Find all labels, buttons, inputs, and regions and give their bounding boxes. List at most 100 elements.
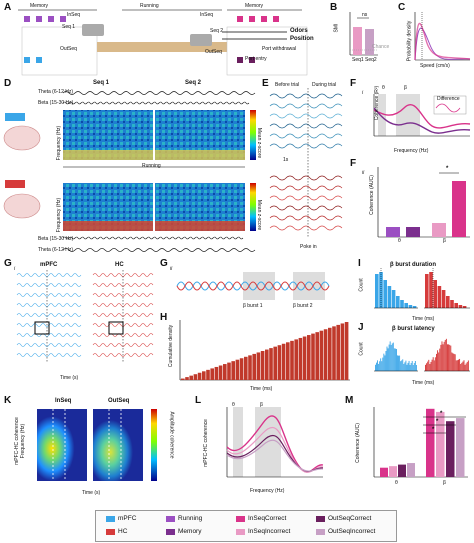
figure-legend: mPFC HC Running Memory InSeqCorrect InSe… xyxy=(95,510,397,542)
fi-beta: β xyxy=(404,85,407,91)
h-bar xyxy=(202,371,206,380)
j-bar-hc xyxy=(449,344,451,371)
panel-a-task-diagram xyxy=(18,9,308,76)
j-bar-mpfc xyxy=(399,355,401,371)
j-bar-hc xyxy=(429,363,431,371)
j-bar-mpfc xyxy=(404,362,406,371)
e-scale-top: 1s xyxy=(283,157,289,163)
j-bar-hc xyxy=(465,363,467,371)
l-curve-outseq-incorrect xyxy=(226,439,324,472)
panel-g-label: G xyxy=(4,258,12,269)
position-label: Position xyxy=(290,36,314,42)
i-bar-hc xyxy=(450,300,454,308)
h-bar xyxy=(260,351,265,380)
l-beta: β xyxy=(260,402,263,408)
l-ylabel: mPFC-HC coherence xyxy=(202,419,209,467)
j-bar-hc xyxy=(461,362,463,371)
panel-l-label: L xyxy=(195,395,202,406)
panel-d-label: D xyxy=(4,78,12,89)
h-bar xyxy=(344,322,349,380)
j-bar-hc xyxy=(437,350,439,371)
m-star-1: * xyxy=(432,427,435,433)
fi-ylabel: Coherence (R²) xyxy=(374,85,381,121)
h-bar xyxy=(197,372,202,380)
seq1-label: Seq 1 xyxy=(62,24,76,30)
h-bar xyxy=(332,326,336,380)
j-bar-mpfc xyxy=(389,341,391,371)
g-xlabel: Time (s) xyxy=(60,375,79,381)
h-bar xyxy=(311,333,315,380)
j-bar-mpfc xyxy=(383,353,385,371)
i-bar-mpfc xyxy=(400,300,404,308)
j-bar-hc xyxy=(430,361,432,371)
k-xlabel: Time (s) xyxy=(82,490,101,496)
j-bar-mpfc xyxy=(387,348,389,371)
e-during-label: During trial xyxy=(312,82,337,88)
j-bar-hc xyxy=(425,364,426,371)
fii-cat-beta: β xyxy=(443,238,446,244)
bar-seq1 xyxy=(353,27,362,55)
e-poke-label: Poke in xyxy=(300,244,317,250)
h-bar xyxy=(252,353,256,380)
h-bar xyxy=(298,337,303,380)
j-bar-mpfc xyxy=(412,364,414,371)
panel-fii-bars xyxy=(377,167,470,238)
legend-outseq-incorrect: OutSeqIncorrect xyxy=(316,528,375,535)
legend-memory: Memory xyxy=(166,528,201,535)
burst1-label: β burst 1 xyxy=(243,303,263,309)
j-bar-mpfc xyxy=(378,363,380,371)
i-bar-mpfc xyxy=(408,305,413,308)
j-bar-hc xyxy=(464,364,466,371)
m-bar-theta xyxy=(380,467,388,477)
j-bar-mpfc xyxy=(380,358,382,371)
m-star-2: * xyxy=(436,419,439,425)
density-curve-running xyxy=(414,27,471,61)
g-hc-label: HC xyxy=(115,262,124,268)
h-bar xyxy=(223,364,227,380)
j-bar-hc xyxy=(433,360,435,371)
j-bar-mpfc xyxy=(379,361,381,371)
fi-theta: θ xyxy=(382,85,385,91)
j-bar-mpfc xyxy=(400,361,402,371)
panel-b-bar-chart xyxy=(349,12,378,56)
g-sub-ii: ii xyxy=(170,266,173,272)
j-bar-mpfc xyxy=(392,342,394,371)
panel-h-label: H xyxy=(160,312,168,323)
j-bar-hc xyxy=(427,361,429,371)
m-bar-beta xyxy=(436,411,445,477)
j-title: β burst latency xyxy=(392,326,435,332)
m-star-3: * xyxy=(440,411,443,417)
j-bar-mpfc xyxy=(386,346,388,371)
ns-label: ns xyxy=(362,12,368,18)
f-sub-ii: ii xyxy=(362,170,365,176)
fii-star: * xyxy=(446,166,449,172)
j-bar-hc xyxy=(432,357,434,371)
legend-mpfc: mPFC xyxy=(106,515,136,522)
panel-fii-label: F xyxy=(350,158,357,169)
legend-inseq-incorrect: InSeqIncorrect xyxy=(236,528,290,535)
m-bar-beta xyxy=(426,408,435,477)
j-bar-mpfc xyxy=(384,355,386,371)
speed-xlabel: Speed (cm/s) xyxy=(420,63,450,69)
j-bar-hc xyxy=(453,353,455,371)
odors-label: Odors xyxy=(290,28,308,34)
h-bar xyxy=(290,340,294,380)
k-ylabel: mPFC-HC coherence Frequency (Hz) xyxy=(14,417,26,465)
j-bar-hc xyxy=(448,344,450,371)
j-bar-hc xyxy=(450,345,452,371)
panel-c-density-plot xyxy=(414,12,471,61)
m-bar-beta xyxy=(446,421,455,477)
bar-theta-memory xyxy=(406,227,420,237)
j-bar-mpfc xyxy=(376,362,377,371)
h-bar xyxy=(218,365,223,380)
outseq2-label: OutSeq xyxy=(205,49,222,55)
i-bar-mpfc xyxy=(383,280,387,308)
g-sub-i: i xyxy=(14,266,16,272)
i-bar-hc xyxy=(446,296,450,308)
panel-k-label: K xyxy=(4,395,12,406)
fi-curve-running xyxy=(373,107,471,134)
i-bar-mpfc xyxy=(412,306,417,308)
bar-seq2 xyxy=(365,29,374,55)
j-bar-hc xyxy=(452,353,454,371)
h-bar xyxy=(336,324,340,380)
